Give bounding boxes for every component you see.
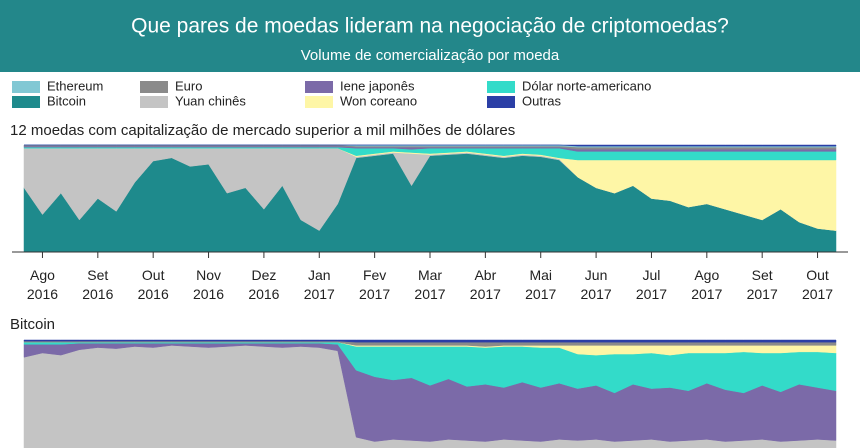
x-tick-label: Mai 2017	[525, 267, 556, 302]
area	[23, 339, 837, 343]
x-tick-label: Jan 2017	[304, 267, 335, 302]
area	[24, 144, 837, 147]
legend-swatch	[12, 96, 40, 108]
legend-label: Bitcoin	[47, 93, 86, 108]
header-band	[0, 0, 860, 72]
x-tick-label: Mar 2017	[414, 267, 445, 302]
legend-label: Outras	[522, 93, 562, 108]
title: Que pares de moedas lideram na negociaçã…	[131, 15, 729, 38]
x-tick-label: Out 2017	[802, 267, 833, 302]
x-tick-label: Jul 2017	[636, 267, 667, 302]
subtitle: Volume de comercialização por moeda	[301, 47, 560, 64]
x-tick-label: Set 2016	[82, 267, 113, 302]
legend-swatch	[305, 81, 333, 93]
legend: Bitcoin Yuan chinês Won coreano Dólar norte…	[12, 78, 651, 108]
x-tick-label: Set 2017	[747, 267, 778, 302]
chart-title: 12 moedas com capitalização de mercado s…	[10, 122, 515, 139]
legend-swatch	[140, 96, 168, 108]
legend-label: Euro	[175, 78, 202, 93]
x-tick-label: Jun 2017	[581, 267, 612, 302]
legend-label: Won coreano	[340, 93, 417, 108]
x-tick-label: Out 2016	[138, 267, 169, 302]
legend-swatch	[487, 96, 515, 108]
legend-swatch	[140, 81, 168, 93]
x-tick-label: Dez 2016	[248, 267, 279, 302]
chart-title: Bitcoin	[10, 316, 55, 333]
x-tick-label: Nov 2016	[193, 267, 224, 302]
x-tick-label: Fev 2017	[359, 267, 390, 302]
x-tick-label: Ago 2017	[691, 267, 722, 302]
x-tick-label: Ago 2016	[27, 267, 58, 302]
legend-label: Yuan chinês	[175, 93, 246, 108]
legend-swatch	[487, 81, 515, 93]
legend-label: Iene japonês	[340, 78, 415, 93]
legend-label: Ethereum	[47, 78, 103, 93]
x-tick-label: Abr 2017	[470, 267, 501, 302]
legend-label: Dólar norte-americano	[522, 78, 651, 93]
legend-swatch	[12, 81, 40, 93]
legend-swatch	[305, 96, 333, 108]
